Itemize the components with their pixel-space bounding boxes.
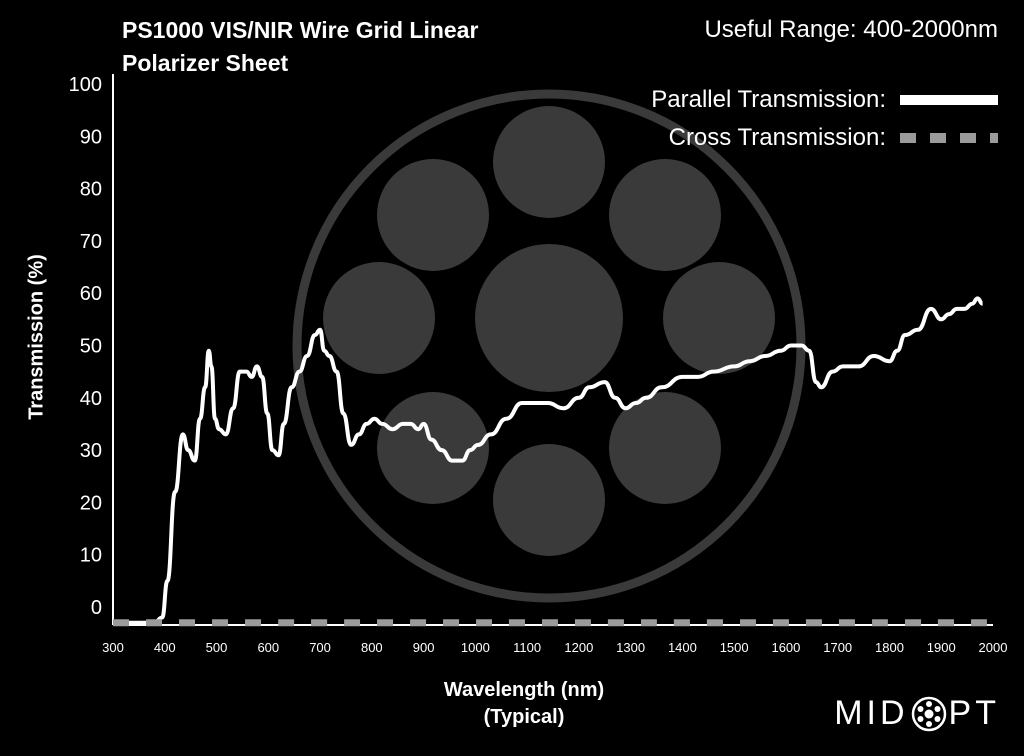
y-axis-ticks: 0 10 20 30 40 50 60 70 80 90 100 (69, 74, 102, 619)
y-tick-label: 20 (80, 492, 102, 514)
watermark-small-circle (493, 444, 605, 556)
x-axis-title: Wavelength (nm) (443, 679, 605, 701)
y-tick-label: 70 (80, 231, 102, 253)
y-tick-label: 90 (80, 126, 102, 148)
chart-title-line1: PS1000 VIS/NIR Wire Grid Linear (122, 17, 479, 43)
y-tick-label: 10 (80, 545, 102, 567)
watermark-logo (292, 89, 806, 603)
x-axis-subtitle: (Typical) (483, 706, 565, 728)
x-tick-label: 1700 (823, 640, 852, 655)
y-tick-label: 100 (69, 74, 102, 96)
x-tick-label: 700 (309, 640, 331, 655)
chart-title-line2: Polarizer Sheet (122, 50, 289, 76)
watermark-small-circle (493, 106, 605, 218)
legend-cross-swatch (900, 133, 998, 143)
x-tick-label: 2000 (979, 640, 1008, 655)
logo-o-icon (911, 696, 946, 731)
y-tick-label: 80 (80, 179, 102, 201)
x-tick-label: 800 (361, 640, 383, 655)
logo-text-prefix: MID (834, 694, 909, 732)
chart-series (113, 296, 993, 627)
midopt-logo: MID PT (834, 694, 1000, 733)
y-tick-label: 30 (80, 440, 102, 462)
y-tick-label: 60 (80, 283, 102, 305)
x-tick-label: 300 (102, 640, 124, 655)
chart-title: PS1000 VIS/NIR Wire Grid Linear Polarize… (122, 14, 592, 80)
y-tick-label: 50 (80, 336, 102, 358)
legend-cross: Cross Transmission: (669, 124, 998, 152)
x-tick-label: 1300 (616, 640, 645, 655)
y-tick-label: 40 (80, 388, 102, 410)
x-tick-label: 1000 (461, 640, 490, 655)
legend-parallel: Parallel Transmission: (651, 86, 998, 114)
legend-cross-label: Cross Transmission: (668, 124, 886, 151)
watermark-small-circle (377, 159, 489, 271)
series-parallel-transmission (113, 296, 984, 625)
useful-range-label: Useful Range: 400-2000nm (704, 16, 998, 43)
x-axis-ticks: 300 400 500 600 700 800 900 1000 1100 1200 1300 140… (102, 640, 1007, 655)
watermark-small-circle (609, 392, 721, 504)
logo-text-suffix: PT (948, 694, 1000, 732)
y-tick-label: 0 (91, 597, 102, 619)
legend-parallel-swatch (900, 95, 998, 105)
x-tick-label: 400 (154, 640, 176, 655)
x-tick-label: 1200 (564, 640, 593, 655)
x-tick-label: 900 (413, 640, 435, 655)
x-tick-label: 1500 (720, 640, 749, 655)
x-tick-label: 1100 (513, 640, 541, 655)
watermark-small-circle (609, 159, 721, 271)
x-tick-label: 1900 (927, 640, 956, 655)
x-tick-label: 1600 (771, 640, 800, 655)
watermark-center-circle (475, 244, 623, 392)
x-tick-label: 500 (206, 640, 228, 655)
x-tick-label: 1800 (875, 640, 904, 655)
y-axis-label: Transmission (%) (25, 254, 48, 420)
watermark-small-circle (323, 262, 435, 374)
x-tick-label: 1400 (668, 640, 697, 655)
watermark-small-circle (377, 392, 489, 504)
watermark-small-circle (663, 262, 775, 374)
x-tick-label: 600 (257, 640, 279, 655)
x-axis-label: Wavelength (nm) (Typical) (444, 677, 604, 731)
legend-parallel-label: Parallel Transmission: (651, 86, 886, 113)
